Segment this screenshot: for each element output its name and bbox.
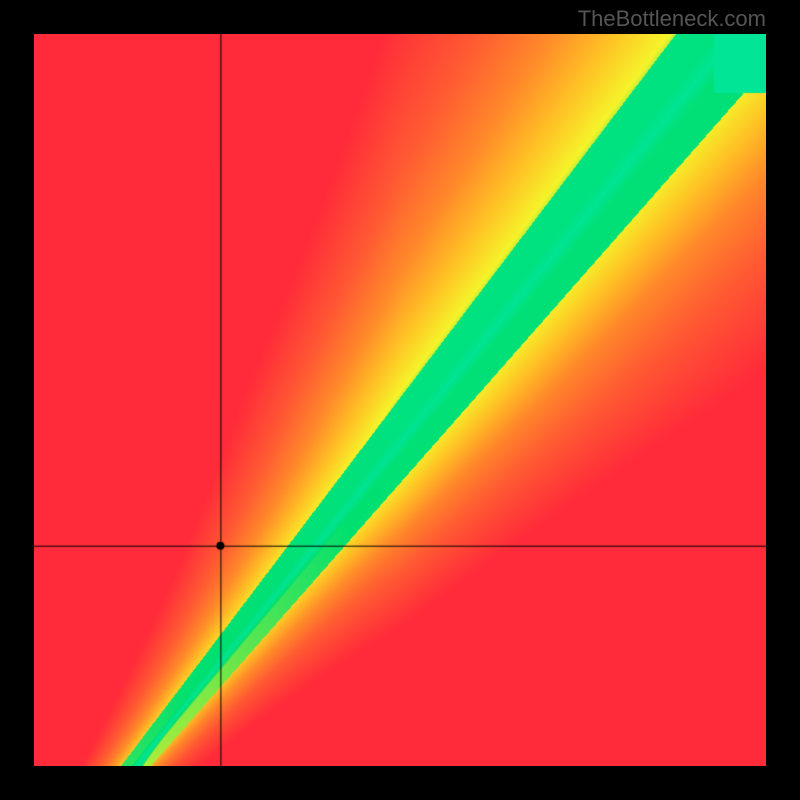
heatmap-canvas (34, 34, 766, 766)
chart-container: TheBottleneck.com (0, 0, 800, 800)
watermark-text: TheBottleneck.com (578, 6, 766, 32)
